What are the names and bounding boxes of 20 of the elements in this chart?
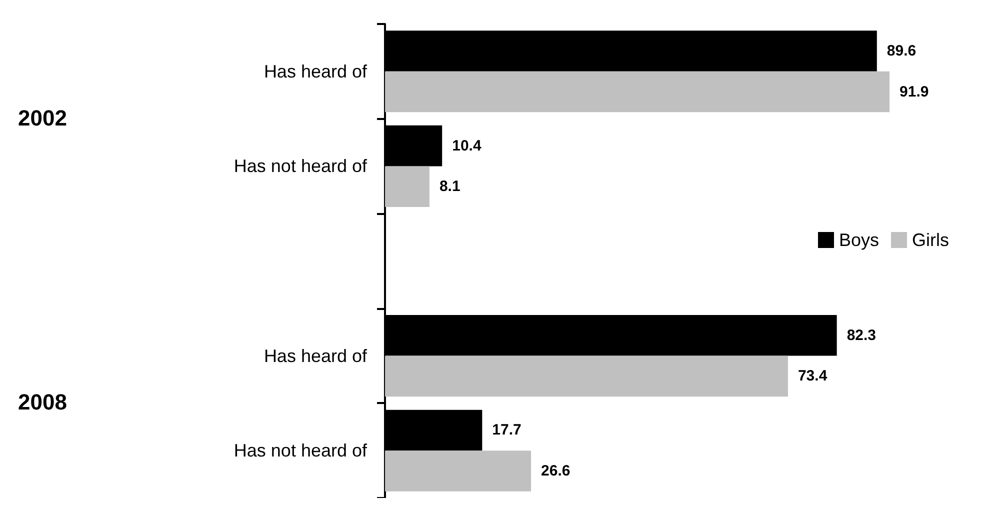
data-label: 73.4 (798, 368, 828, 385)
y-tick-label: Has heard of (264, 61, 368, 82)
data-label: 82.3 (846, 326, 876, 344)
bar (385, 166, 430, 207)
y-tick-label: Has not heard of (234, 440, 368, 461)
legend-label: Boys (838, 230, 880, 250)
bar (385, 71, 890, 112)
data-label: 17.7 (492, 422, 522, 439)
y-tick-label: Has heard of (264, 346, 368, 366)
y-tick-label: Has not heard of (234, 156, 368, 176)
data-label: 26.6 (541, 462, 570, 480)
bar (385, 450, 532, 492)
data-label: 10.4 (452, 137, 482, 154)
data-label: 91.9 (900, 83, 929, 100)
text: 2008 (18, 390, 67, 415)
data-label: 89.6 (886, 42, 916, 60)
bar (385, 356, 788, 397)
text: 2002 (18, 105, 67, 130)
data-label: 8.1 (439, 178, 460, 196)
legend-label: Girls (912, 230, 950, 250)
